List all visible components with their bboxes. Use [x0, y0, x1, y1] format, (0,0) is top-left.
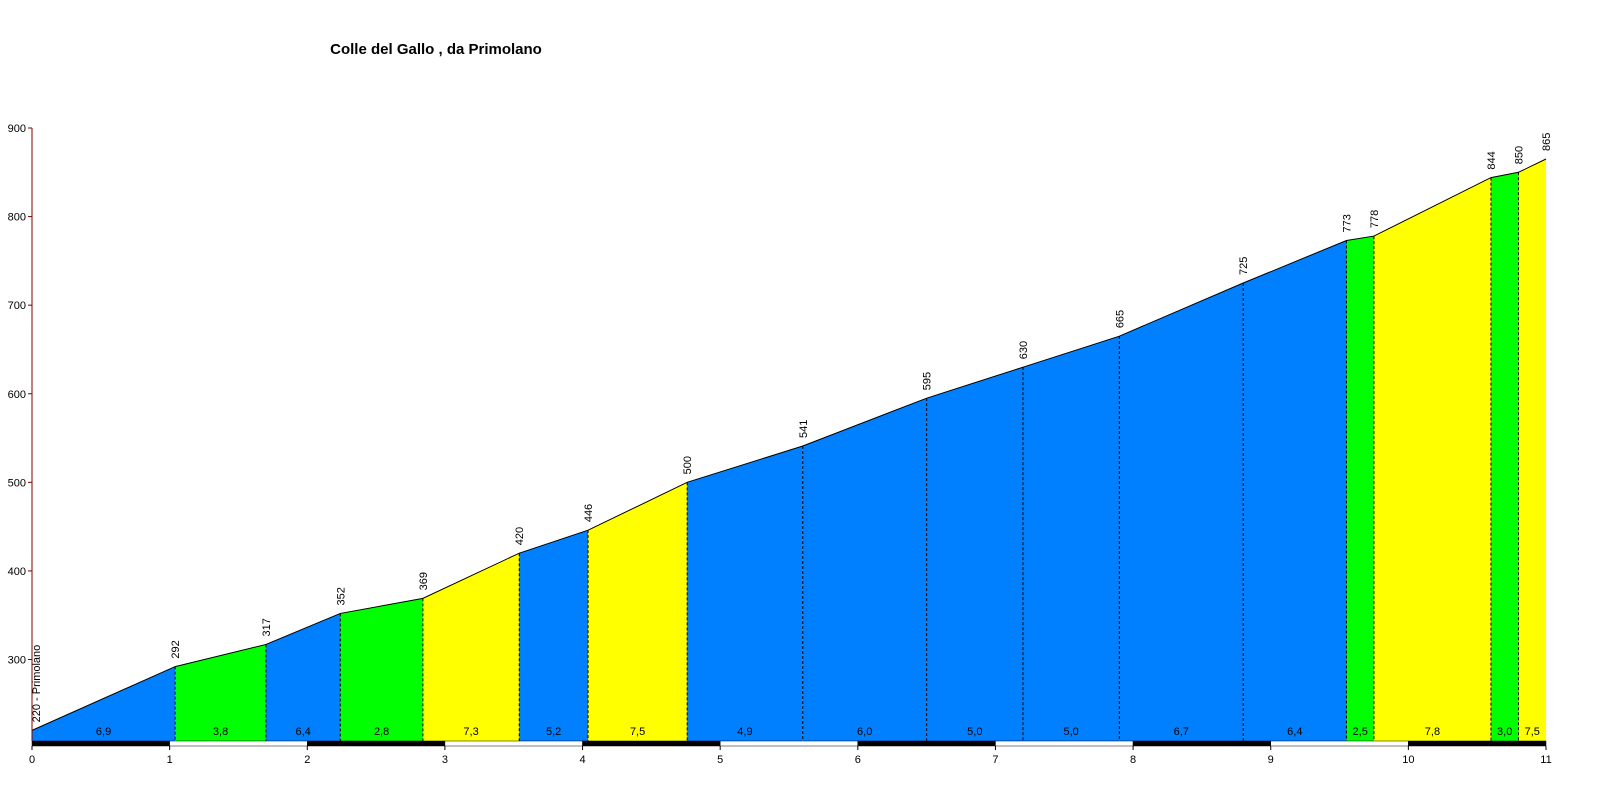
segment-gradient: 3,0: [1497, 726, 1512, 738]
segment-area: [588, 482, 688, 741]
segment-gradient: 2,8: [374, 726, 389, 738]
km-bar: [582, 740, 721, 747]
elevation-label: 844: [1486, 151, 1498, 169]
elevation-label: 850: [1513, 146, 1525, 164]
segment-gradient: 5,0: [967, 726, 982, 738]
elevation-label: 665: [1114, 310, 1126, 328]
segment-gradient: 6,9: [96, 726, 111, 738]
segment-area: [1346, 236, 1374, 741]
segment-gradient: 6,4: [295, 726, 310, 738]
segment-gradient: 4,9: [737, 726, 752, 738]
segment-gradient: 5,0: [1064, 726, 1079, 738]
elevation-label: 220 - Primolano: [31, 645, 43, 723]
profile-line: [31, 158, 1547, 731]
x-tick-label: 2: [304, 754, 310, 766]
km-bar: [444, 740, 583, 747]
segment-area: [1022, 336, 1120, 741]
x-tick-label: 11: [1540, 754, 1551, 766]
segment-gradient: 2,5: [1353, 726, 1368, 738]
km-bar: [1270, 740, 1409, 747]
segment-area: [1518, 159, 1546, 741]
km-bar: [995, 740, 1134, 747]
km-bar: [307, 740, 446, 747]
x-tick-label: 6: [855, 754, 861, 766]
x-tick-label: 4: [579, 754, 585, 766]
x-tick-label: 0: [29, 754, 35, 766]
elevation-label: 317: [261, 618, 273, 636]
elevation-label: 369: [418, 572, 430, 590]
segment-gradient: 3,8: [213, 726, 228, 738]
elevation-label: 865: [1541, 133, 1553, 151]
elevation-label: 773: [1341, 214, 1353, 232]
segment-gradient: 5,2: [546, 726, 561, 738]
segment-area: [687, 446, 803, 741]
segment-area: [175, 644, 266, 741]
segment-gradient: 6,7: [1174, 726, 1189, 738]
segment-area: [1373, 177, 1491, 741]
elevation-label: 541: [798, 420, 810, 438]
segment-gradient: 7,8: [1425, 726, 1440, 738]
segment-area: [422, 553, 520, 741]
segment-gradient: 7,5: [630, 726, 645, 738]
km-bar: [31, 740, 170, 747]
km-bar: [857, 740, 996, 747]
segment-gradient: 7,3: [463, 726, 478, 738]
x-tick-label: 8: [1130, 754, 1136, 766]
y-tick-label: 900: [8, 123, 26, 135]
x-tick-label: 5: [717, 754, 723, 766]
segment-area: [1243, 240, 1347, 741]
y-tick-label: 500: [8, 477, 26, 489]
y-tick-label: 600: [8, 389, 26, 401]
km-bar: [169, 740, 308, 747]
y-tick-label: 300: [8, 655, 26, 667]
km-bar: [1408, 740, 1547, 747]
x-tick-label: 1: [167, 754, 173, 766]
x-tick-label: 10: [1402, 754, 1414, 766]
elevation-label: 630: [1018, 341, 1030, 359]
segment-area: [1119, 283, 1244, 741]
km-bar: [719, 740, 859, 747]
segment-area: [32, 666, 176, 741]
chart-title: Colle del Gallo , da Primolano: [330, 41, 542, 58]
elevation-label: 595: [922, 372, 934, 390]
elevation-label: 352: [335, 587, 347, 605]
segment-area: [1490, 172, 1519, 742]
elevation-label: 292: [170, 640, 182, 658]
km-bar: [1132, 740, 1271, 747]
elevation-label: 500: [682, 456, 694, 474]
elevation-label: 725: [1238, 257, 1250, 275]
segment-area: [926, 367, 1023, 741]
y-tick-label: 700: [8, 300, 26, 312]
segment-gradient: 6,4: [1287, 726, 1302, 738]
x-tick-label: 7: [992, 754, 998, 766]
segment-gradient: 7,5: [1525, 726, 1540, 738]
segment-area: [340, 598, 423, 741]
segment-area: [519, 530, 589, 741]
y-tick-label: 800: [8, 212, 26, 224]
elevation-label: 778: [1369, 210, 1381, 228]
segment-gradient: 6,0: [857, 726, 872, 738]
elevation-label: 446: [583, 504, 595, 522]
x-tick-label: 9: [1268, 754, 1274, 766]
y-tick-label: 400: [8, 566, 26, 578]
elevation-label: 420: [514, 527, 526, 545]
x-tick-label: 3: [442, 754, 448, 766]
segment-area: [265, 613, 341, 741]
segment-area: [802, 398, 927, 741]
